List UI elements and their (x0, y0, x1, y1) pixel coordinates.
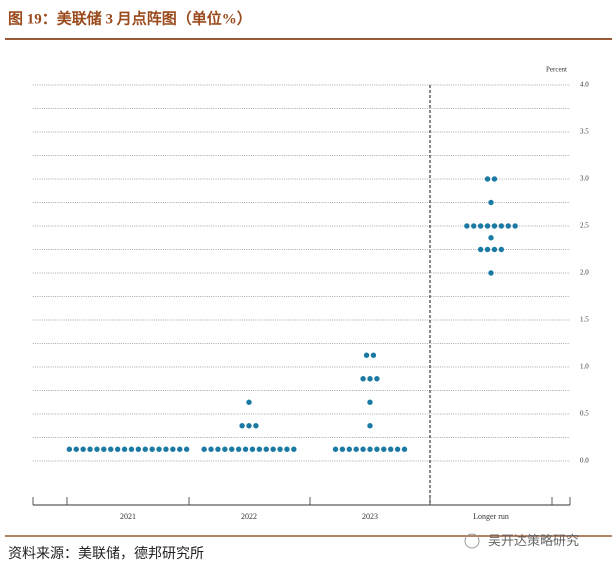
dot (471, 223, 477, 229)
dot (477, 246, 484, 253)
y-tick-label: 2.5 (580, 222, 589, 230)
watermark: 吴开达策略研究 (488, 533, 579, 548)
dot (367, 399, 373, 405)
x-tick-label: 2021 (120, 512, 136, 521)
dot (94, 446, 100, 452)
dot (491, 223, 498, 229)
dot (488, 199, 494, 206)
dot (477, 223, 484, 229)
dot (239, 423, 245, 429)
dot (66, 446, 73, 452)
dot (215, 446, 221, 452)
dot (208, 446, 214, 452)
dot (235, 446, 242, 452)
x-tick-label: 2023 (362, 512, 378, 521)
dot (73, 446, 79, 452)
dot (177, 446, 183, 452)
dot (291, 446, 297, 452)
dot (80, 446, 86, 452)
dot (149, 446, 155, 452)
x-tick-label: 2022 (241, 512, 257, 521)
dot (101, 446, 107, 452)
dot (498, 223, 505, 229)
dot (381, 446, 387, 452)
y-tick-label: 0.5 (580, 410, 589, 418)
dot (491, 246, 498, 253)
dot (263, 446, 269, 452)
dot (360, 376, 366, 382)
dot (388, 446, 394, 452)
dot (246, 399, 252, 405)
dot (464, 223, 470, 229)
dot (484, 176, 491, 182)
dot (108, 446, 114, 452)
dot (488, 270, 494, 276)
dot (270, 446, 276, 452)
dot (374, 376, 380, 382)
dot (114, 446, 121, 452)
dot (484, 223, 491, 229)
dot (229, 446, 235, 452)
dot (256, 446, 263, 452)
dot (87, 446, 93, 452)
y-tick-label: 3.0 (580, 175, 589, 183)
dot (484, 246, 491, 253)
dot (353, 446, 359, 452)
x-tick-label: Longer run (473, 512, 509, 521)
dot (201, 446, 207, 452)
dot (488, 235, 494, 241)
dot (142, 446, 148, 452)
dot (128, 446, 135, 452)
dot (346, 446, 352, 452)
dot (170, 446, 176, 452)
dot (394, 446, 401, 452)
dot (156, 446, 162, 452)
dot (284, 446, 290, 452)
chart-title: 图 19：美联储 3 月点阵图（单位%） (8, 9, 252, 27)
dot (332, 446, 339, 452)
dot (363, 352, 370, 358)
y-tick-label: 0.0 (580, 457, 589, 465)
dot (360, 446, 366, 452)
y-tick-label: 4.0 (580, 81, 589, 89)
dot (505, 223, 511, 229)
y-axis-label: Percent (546, 66, 567, 74)
dot (121, 446, 128, 452)
dot (374, 446, 380, 452)
dot (135, 446, 142, 452)
dot (277, 446, 283, 452)
dot (491, 176, 498, 182)
dot (401, 446, 408, 452)
dot (183, 446, 190, 452)
dot (242, 446, 249, 452)
dot (222, 446, 228, 452)
dot (498, 246, 505, 253)
dot (512, 223, 518, 229)
dot (249, 446, 256, 452)
dot (367, 446, 373, 452)
watermark-icon (464, 533, 480, 549)
dot (246, 423, 252, 429)
y-tick-label: 2.0 (580, 269, 589, 277)
y-tick-label: 1.0 (580, 363, 589, 371)
y-tick-label: 3.5 (580, 128, 589, 136)
dot (253, 423, 259, 429)
dot (367, 376, 373, 382)
dot (370, 352, 377, 358)
y-tick-label: 1.5 (580, 316, 589, 324)
dot (163, 446, 169, 452)
source: 资料来源：美联储，德邦研究所 (8, 546, 204, 562)
dot (367, 423, 373, 429)
dot (339, 446, 346, 452)
